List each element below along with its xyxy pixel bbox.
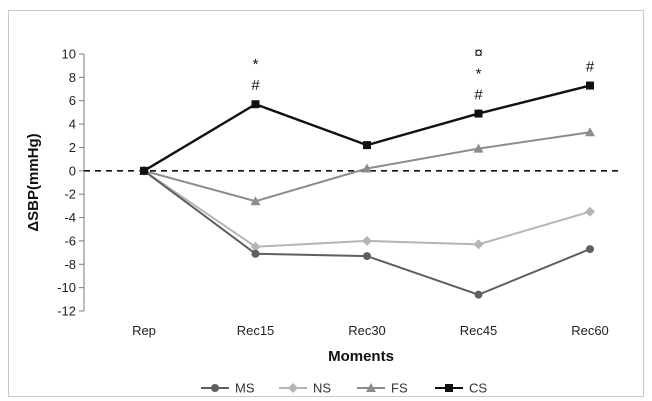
data-point-ns [473,239,484,250]
y-tick-label: 4 [69,117,76,132]
series-line-cs [143,84,591,172]
legend-swatch-marker [366,383,376,392]
y-axis-title: ΔSBP(mmHg) [25,133,42,231]
data-point-ms [363,252,371,261]
data-point-cs [251,100,260,109]
significance-mark: * [253,56,259,73]
legend-label: MS [235,381,255,396]
significance-mark: # [251,77,260,94]
legend-label: CS [469,381,487,396]
legend-swatch-marker [288,383,298,393]
series-cs [140,81,594,175]
x-tick-label: Rec45 [460,323,498,338]
axes: 10 8 6 4 2 0 -2 -4 -6 -8 -10 -12 Rep Rec15 Rec30 Rec45 R… [25,47,618,365]
data-point-fs [362,163,372,173]
legend-item-cs: CS [435,381,487,396]
legend-swatch-marker [445,384,453,392]
y-tick-label: -4 [64,210,76,225]
x-tick-label: Rec15 [237,323,275,338]
data-point-cs [474,109,483,118]
x-tick-label: Rep [132,323,156,338]
data-point-fs [585,127,595,137]
chart-frame [8,10,644,397]
y-tick-label: -8 [64,257,76,272]
x-tick-label: Rec60 [571,323,609,338]
data-point-ms [251,249,260,258]
significance-mark: ¤ [474,45,482,62]
y-tick-label: 10 [62,47,76,62]
annotations: * # ¤ * # # [251,45,595,104]
series-layer [139,81,595,299]
y-tick-label: -6 [64,233,76,248]
legend-swatch-marker [211,384,219,392]
data-point-fs [250,196,261,206]
legend-item-ms: MS [201,381,255,396]
data-point-ms [474,290,483,299]
y-tick-label: 6 [69,93,76,108]
x-axis-title: Moments [328,348,394,365]
legend-item-ns: NS [279,381,331,396]
legend: MS NS FS CS [201,381,487,396]
series-fs [139,127,595,206]
legend-label: FS [391,381,408,396]
data-point-cs [363,141,371,150]
data-point-ns [250,241,261,252]
data-point-ns [362,235,372,246]
significance-mark: * [476,66,482,83]
y-tick-label: -12 [57,304,76,319]
significance-mark: # [586,59,595,76]
y-tick-label: 8 [69,70,76,85]
data-point-ms [586,245,594,254]
data-point-fs [473,143,484,153]
y-tick-label: 2 [69,140,76,155]
data-point-cs [140,166,148,175]
y-tick-label: -2 [64,187,76,202]
legend-label: NS [313,381,331,396]
series-ns [139,165,595,252]
y-tick-label: -10 [57,280,76,295]
series-line-ns [143,169,591,248]
series-ms [140,166,594,299]
y-tick-label: 0 [69,163,76,178]
significance-mark: # [474,87,483,104]
data-point-cs [586,81,594,90]
legend-item-fs: FS [357,381,408,396]
x-tick-label: Rec30 [348,323,386,338]
data-point-ns [585,206,595,217]
